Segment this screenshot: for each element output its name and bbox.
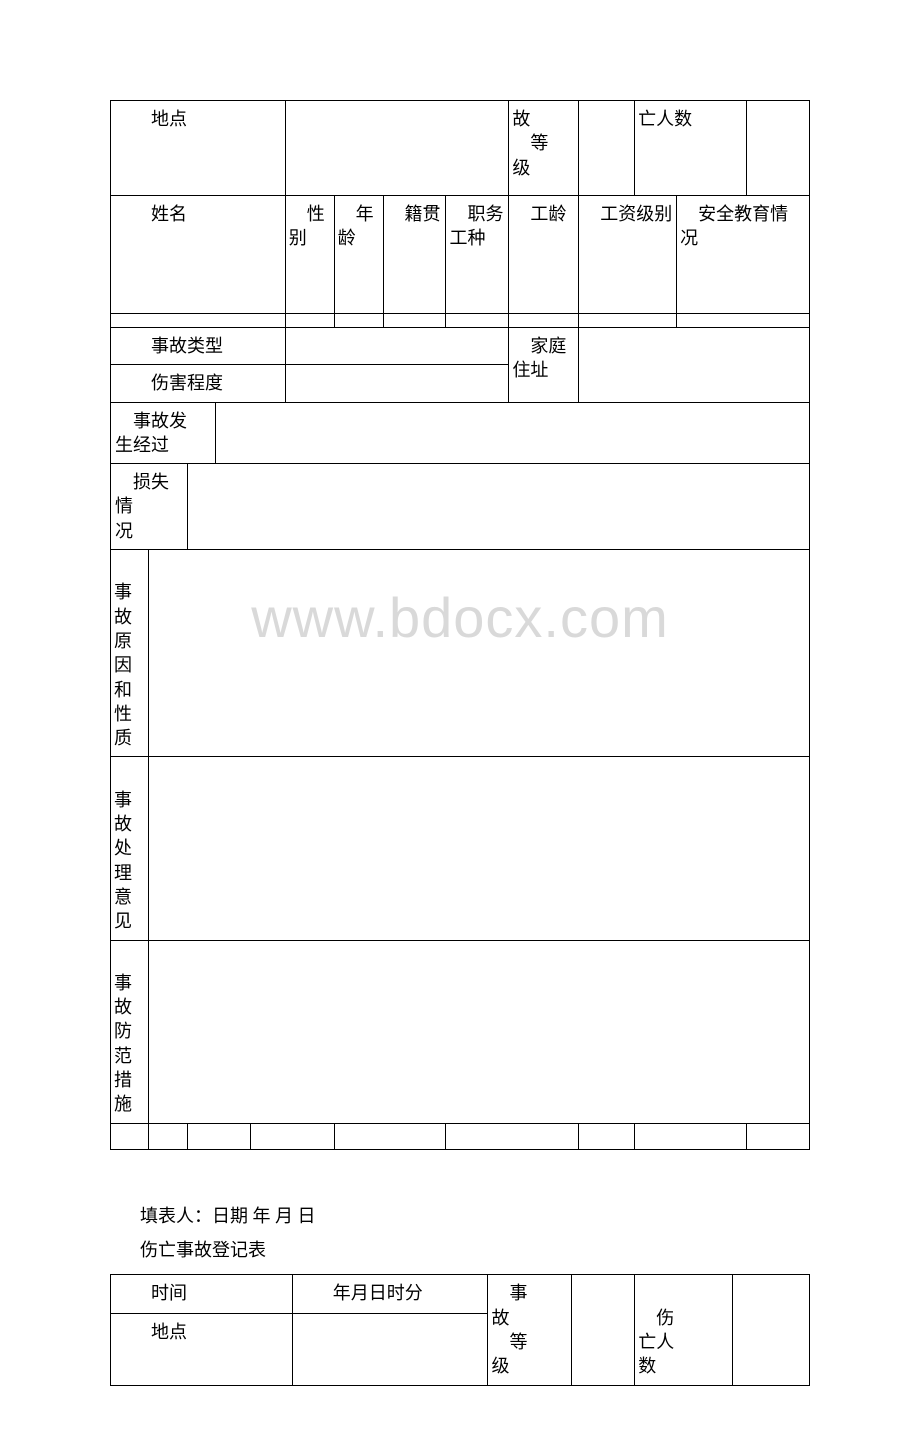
cell2-time-label: 时间 xyxy=(111,1275,293,1313)
cell-bottom-2 xyxy=(149,1123,187,1149)
cell-gender-value xyxy=(285,314,334,328)
cell-injury-degree-value xyxy=(285,365,509,402)
cell-workage-label: 工龄 xyxy=(509,196,579,314)
cell-hometown-value xyxy=(383,314,446,328)
cell-bottom-8 xyxy=(635,1123,747,1149)
cell2-level-value xyxy=(572,1275,635,1385)
cell-location-label: 地点 xyxy=(111,101,286,196)
cell-opinion-label: 事故处理意见 xyxy=(111,757,149,940)
cell-death-count-label: 亡人数 xyxy=(635,101,747,196)
cell-hometown-label: 籍贯 xyxy=(383,196,446,314)
cell-bottom-7 xyxy=(579,1123,635,1149)
cell-name-label: 姓名 xyxy=(111,196,286,314)
cell2-injury-count-value xyxy=(733,1275,810,1385)
page-container: 地点 故 等级 亡人数 姓名 性别 年龄 籍贯 职务工种 工龄 工资级别 安全教… xyxy=(0,0,920,1436)
cell-cause-value xyxy=(149,550,810,757)
cell-accident-process-value xyxy=(215,402,809,464)
cell2-level-label: 事故 等级 xyxy=(488,1275,572,1385)
cell-age-value xyxy=(334,314,383,328)
cell-death-count-value xyxy=(746,101,809,196)
cell-jobtype-label: 职务工种 xyxy=(446,196,509,314)
cell-accident-level-label: 故 等级 xyxy=(509,101,579,196)
form-table-1: 地点 故 等级 亡人数 姓名 性别 年龄 籍贯 职务工种 工龄 工资级别 安全教… xyxy=(110,100,810,1150)
mid-text-block: 填表人：日期 年 月 日 伤亡事故登记表 xyxy=(140,1200,810,1267)
cell-jobtype-value xyxy=(446,314,509,328)
cell2-location-label: 地点 xyxy=(111,1313,293,1385)
cell-loss-value xyxy=(187,464,809,550)
filler-line: 填表人：日期 年 月 日 xyxy=(140,1200,810,1232)
table2-title: 伤亡事故登记表 xyxy=(140,1234,810,1266)
cell2-location-value xyxy=(292,1313,488,1385)
cell-cause-label: 事故原因和性质 xyxy=(111,550,149,757)
cell-name-value xyxy=(111,314,286,328)
cell-bottom-5 xyxy=(334,1123,446,1149)
cell-bottom-4 xyxy=(250,1123,334,1149)
cell-prevent-label: 事故防范措施 xyxy=(111,940,149,1123)
cell-accident-type-label: 事故类型 xyxy=(111,328,286,365)
cell-workage-value xyxy=(509,314,579,328)
cell-bottom-1 xyxy=(111,1123,149,1149)
form-table-2: 时间 年月日时分 事故 等级 伤亡人数 地点 xyxy=(110,1274,810,1385)
cell-bottom-6 xyxy=(446,1123,579,1149)
cell-gender-label: 性别 xyxy=(285,196,334,314)
cell2-time-value: 年月日时分 xyxy=(292,1275,488,1313)
cell-accident-type-value xyxy=(285,328,509,365)
cell-safety-edu-value xyxy=(677,314,810,328)
cell-accident-level-value xyxy=(579,101,635,196)
cell-opinion-value xyxy=(149,757,810,940)
cell-prevent-value xyxy=(149,940,810,1123)
cell-bottom-9 xyxy=(746,1123,809,1149)
cell-safety-edu-label: 安全教育情况 xyxy=(677,196,810,314)
cell-salary-value xyxy=(579,314,677,328)
cell2-injury-count-label: 伤亡人数 xyxy=(635,1275,733,1385)
cell-accident-process-label: 事故发生经过 xyxy=(111,402,216,464)
cell-age-label: 年龄 xyxy=(334,196,383,314)
cell-injury-degree-label: 伤害程度 xyxy=(111,365,286,402)
cell-home-addr-label: 家庭住址 xyxy=(509,328,579,403)
cell-salary-label: 工资级别 xyxy=(579,196,677,314)
cell-location-value xyxy=(285,101,509,196)
cell-home-addr-value xyxy=(579,328,810,403)
cell-bottom-3 xyxy=(187,1123,250,1149)
cell-loss-label: 损失情况 xyxy=(111,464,188,550)
